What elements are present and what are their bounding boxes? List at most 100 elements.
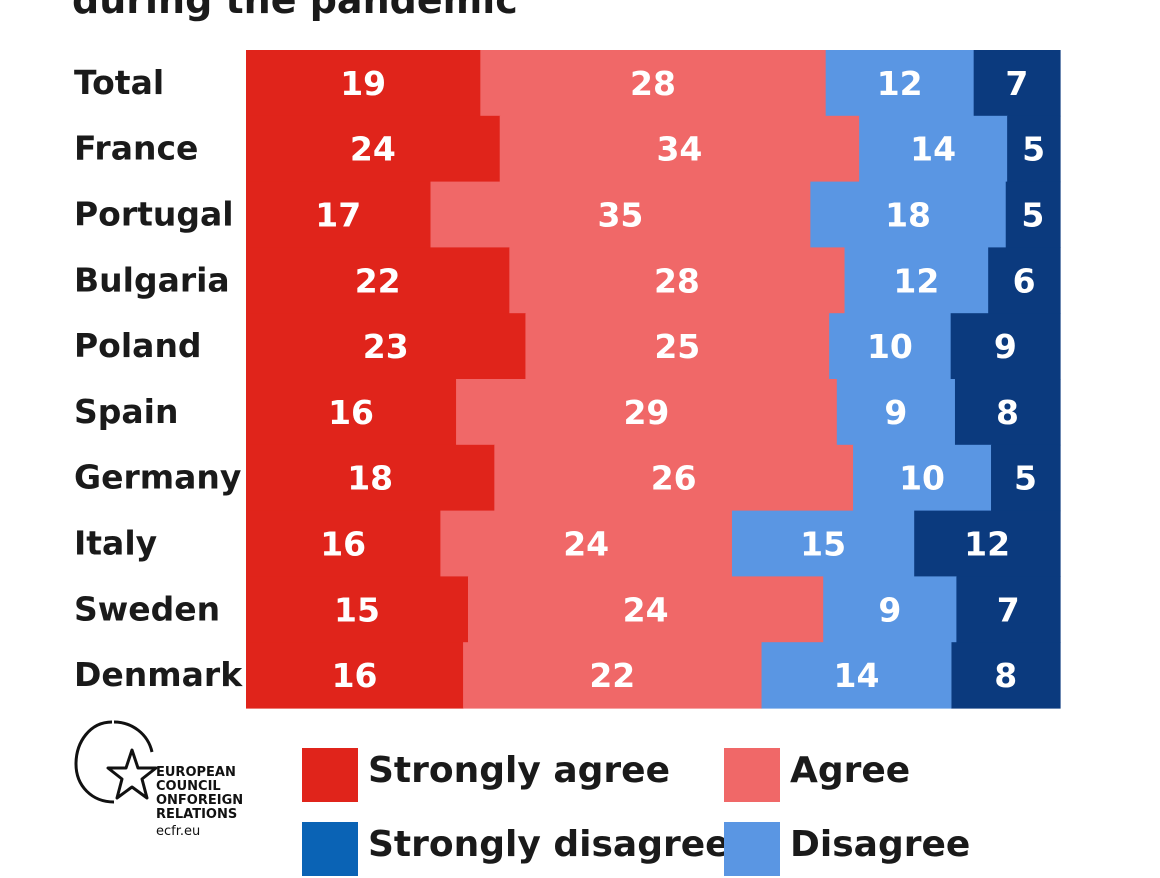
bar-total-disagree <box>825 50 975 117</box>
value-label-france-strongly-disagree: 5 <box>1022 130 1045 169</box>
bar-germany-strongly-disagree <box>991 444 1061 512</box>
value-label-poland-disagree: 10 <box>867 327 913 366</box>
bar-denmark-strongly-agree <box>246 642 464 709</box>
row-label-poland: Poland <box>74 326 202 365</box>
row-label-france: France <box>74 129 198 168</box>
value-label-total-strongly-disagree: 7 <box>1005 64 1028 103</box>
bar-poland-agree <box>525 313 830 380</box>
row-label-denmark: Denmark <box>74 655 243 694</box>
row-label-total: Total <box>74 63 164 102</box>
value-label-sweden-strongly-disagree: 7 <box>997 590 1020 629</box>
row-label-sweden: Sweden <box>74 589 220 628</box>
bar-spain-strongly-disagree <box>954 379 1061 446</box>
legend-label-strongly-agree: Strongly agree <box>368 750 671 791</box>
bar-spain-agree <box>456 379 838 446</box>
value-label-denmark-strongly-agree: 16 <box>332 656 378 695</box>
legend-swatch-strongly-disagree <box>302 822 358 876</box>
bar-poland-strongly-agree <box>246 313 527 380</box>
value-label-italy-disagree: 15 <box>800 525 846 564</box>
bar-denmark-agree <box>463 642 763 709</box>
value-label-sweden-disagree: 9 <box>878 590 901 629</box>
value-label-portugal-disagree: 18 <box>885 196 931 235</box>
bar-france-strongly-disagree <box>1007 115 1061 183</box>
bar-portugal-strongly-disagree <box>1005 181 1061 248</box>
row-label-italy: Italy <box>74 524 157 563</box>
bar-germany-agree <box>494 444 854 512</box>
bar-spain-disagree <box>836 379 956 446</box>
value-label-poland-strongly-disagree: 9 <box>994 327 1017 366</box>
legend-swatch-agree <box>724 748 780 802</box>
bar-bulgaria-disagree <box>844 247 989 314</box>
value-label-italy-agree: 24 <box>563 525 609 564</box>
legend-swatch-strongly-agree <box>302 748 358 802</box>
bar-italy-strongly-disagree <box>914 510 1061 577</box>
bar-poland-strongly-disagree <box>950 313 1061 380</box>
bar-denmark-strongly-disagree <box>951 642 1061 709</box>
bar-france-disagree <box>859 115 1008 183</box>
bar-poland-disagree <box>829 313 952 380</box>
value-label-denmark-strongly-disagree: 8 <box>994 656 1017 695</box>
legend-label-disagree: Disagree <box>790 824 971 865</box>
value-label-denmark-agree: 22 <box>589 656 635 695</box>
bar-italy-disagree <box>731 510 915 577</box>
row-label-portugal: Portugal <box>74 195 234 234</box>
bar-italy-strongly-agree <box>246 510 441 577</box>
bar-portugal-agree <box>430 181 811 248</box>
value-label-france-strongly-agree: 24 <box>350 130 396 169</box>
star-circle-icon <box>74 720 158 804</box>
value-label-france-agree: 34 <box>656 130 702 169</box>
bar-germany-strongly-agree <box>246 444 495 512</box>
value-label-spain-strongly-agree: 16 <box>328 393 374 432</box>
row-label-spain: Spain <box>74 392 178 431</box>
bar-sweden-agree <box>468 576 824 643</box>
value-label-spain-disagree: 9 <box>884 393 907 432</box>
bar-total-strongly-disagree <box>973 50 1061 117</box>
bar-bulgaria-strongly-agree <box>246 247 510 314</box>
value-label-denmark-disagree: 14 <box>834 656 880 695</box>
value-label-sweden-agree: 24 <box>623 590 669 629</box>
bar-sweden-strongly-agree <box>246 576 469 643</box>
value-label-italy-strongly-disagree: 12 <box>964 525 1010 564</box>
legend-label-agree: Agree <box>790 750 911 791</box>
value-label-total-strongly-agree: 19 <box>340 64 386 103</box>
bar-spain-strongly-agree <box>246 379 457 446</box>
value-label-poland-agree: 25 <box>654 327 700 366</box>
logo-line-3: ONFOREIGN <box>156 793 244 808</box>
bar-portugal-disagree <box>810 181 1007 248</box>
logo-line-1: EUROPEAN <box>156 765 236 780</box>
value-label-bulgaria-strongly-disagree: 6 <box>1013 261 1036 300</box>
bar-bulgaria-agree <box>509 247 846 314</box>
value-label-total-disagree: 12 <box>877 64 923 103</box>
value-label-total-agree: 28 <box>630 64 676 103</box>
ecfr-logo: EUROPEAN COUNCIL ONFOREIGN RELATIONS ecf… <box>70 716 260 846</box>
value-label-sweden-strongly-agree: 15 <box>334 590 380 629</box>
value-label-spain-strongly-disagree: 8 <box>996 393 1019 432</box>
value-label-portugal-strongly-disagree: 5 <box>1021 196 1044 235</box>
bar-france-agree <box>499 115 860 183</box>
value-label-portugal-strongly-agree: 17 <box>315 196 361 235</box>
value-label-germany-strongly-agree: 18 <box>347 459 393 498</box>
value-label-portugal-agree: 35 <box>597 196 643 235</box>
bar-total-strongly-agree <box>246 50 481 117</box>
value-label-bulgaria-agree: 28 <box>654 261 700 300</box>
bar-total-agree <box>480 50 827 117</box>
row-label-germany: Germany <box>74 458 241 497</box>
bar-portugal-strongly-agree <box>246 181 432 248</box>
bar-bulgaria-strongly-disagree <box>988 247 1061 314</box>
value-label-germany-disagree: 10 <box>899 459 945 498</box>
value-label-bulgaria-strongly-agree: 22 <box>355 261 401 300</box>
bar-denmark-disagree <box>761 642 953 709</box>
bar-sweden-strongly-disagree <box>956 576 1061 643</box>
logo-line-2: COUNCIL <box>156 779 221 794</box>
bar-italy-agree <box>440 510 733 577</box>
bar-sweden-disagree <box>823 576 957 643</box>
value-label-poland-strongly-agree: 23 <box>363 327 409 366</box>
value-label-france-disagree: 14 <box>910 130 956 169</box>
legend-swatch-disagree <box>724 822 780 876</box>
logo-line-4: RELATIONS <box>156 807 238 822</box>
bar-germany-disagree <box>853 444 992 512</box>
value-label-italy-strongly-agree: 16 <box>320 525 366 564</box>
value-label-germany-agree: 26 <box>651 459 697 498</box>
value-label-spain-agree: 29 <box>623 393 669 432</box>
chart-title: during the pandemic <box>72 0 518 22</box>
